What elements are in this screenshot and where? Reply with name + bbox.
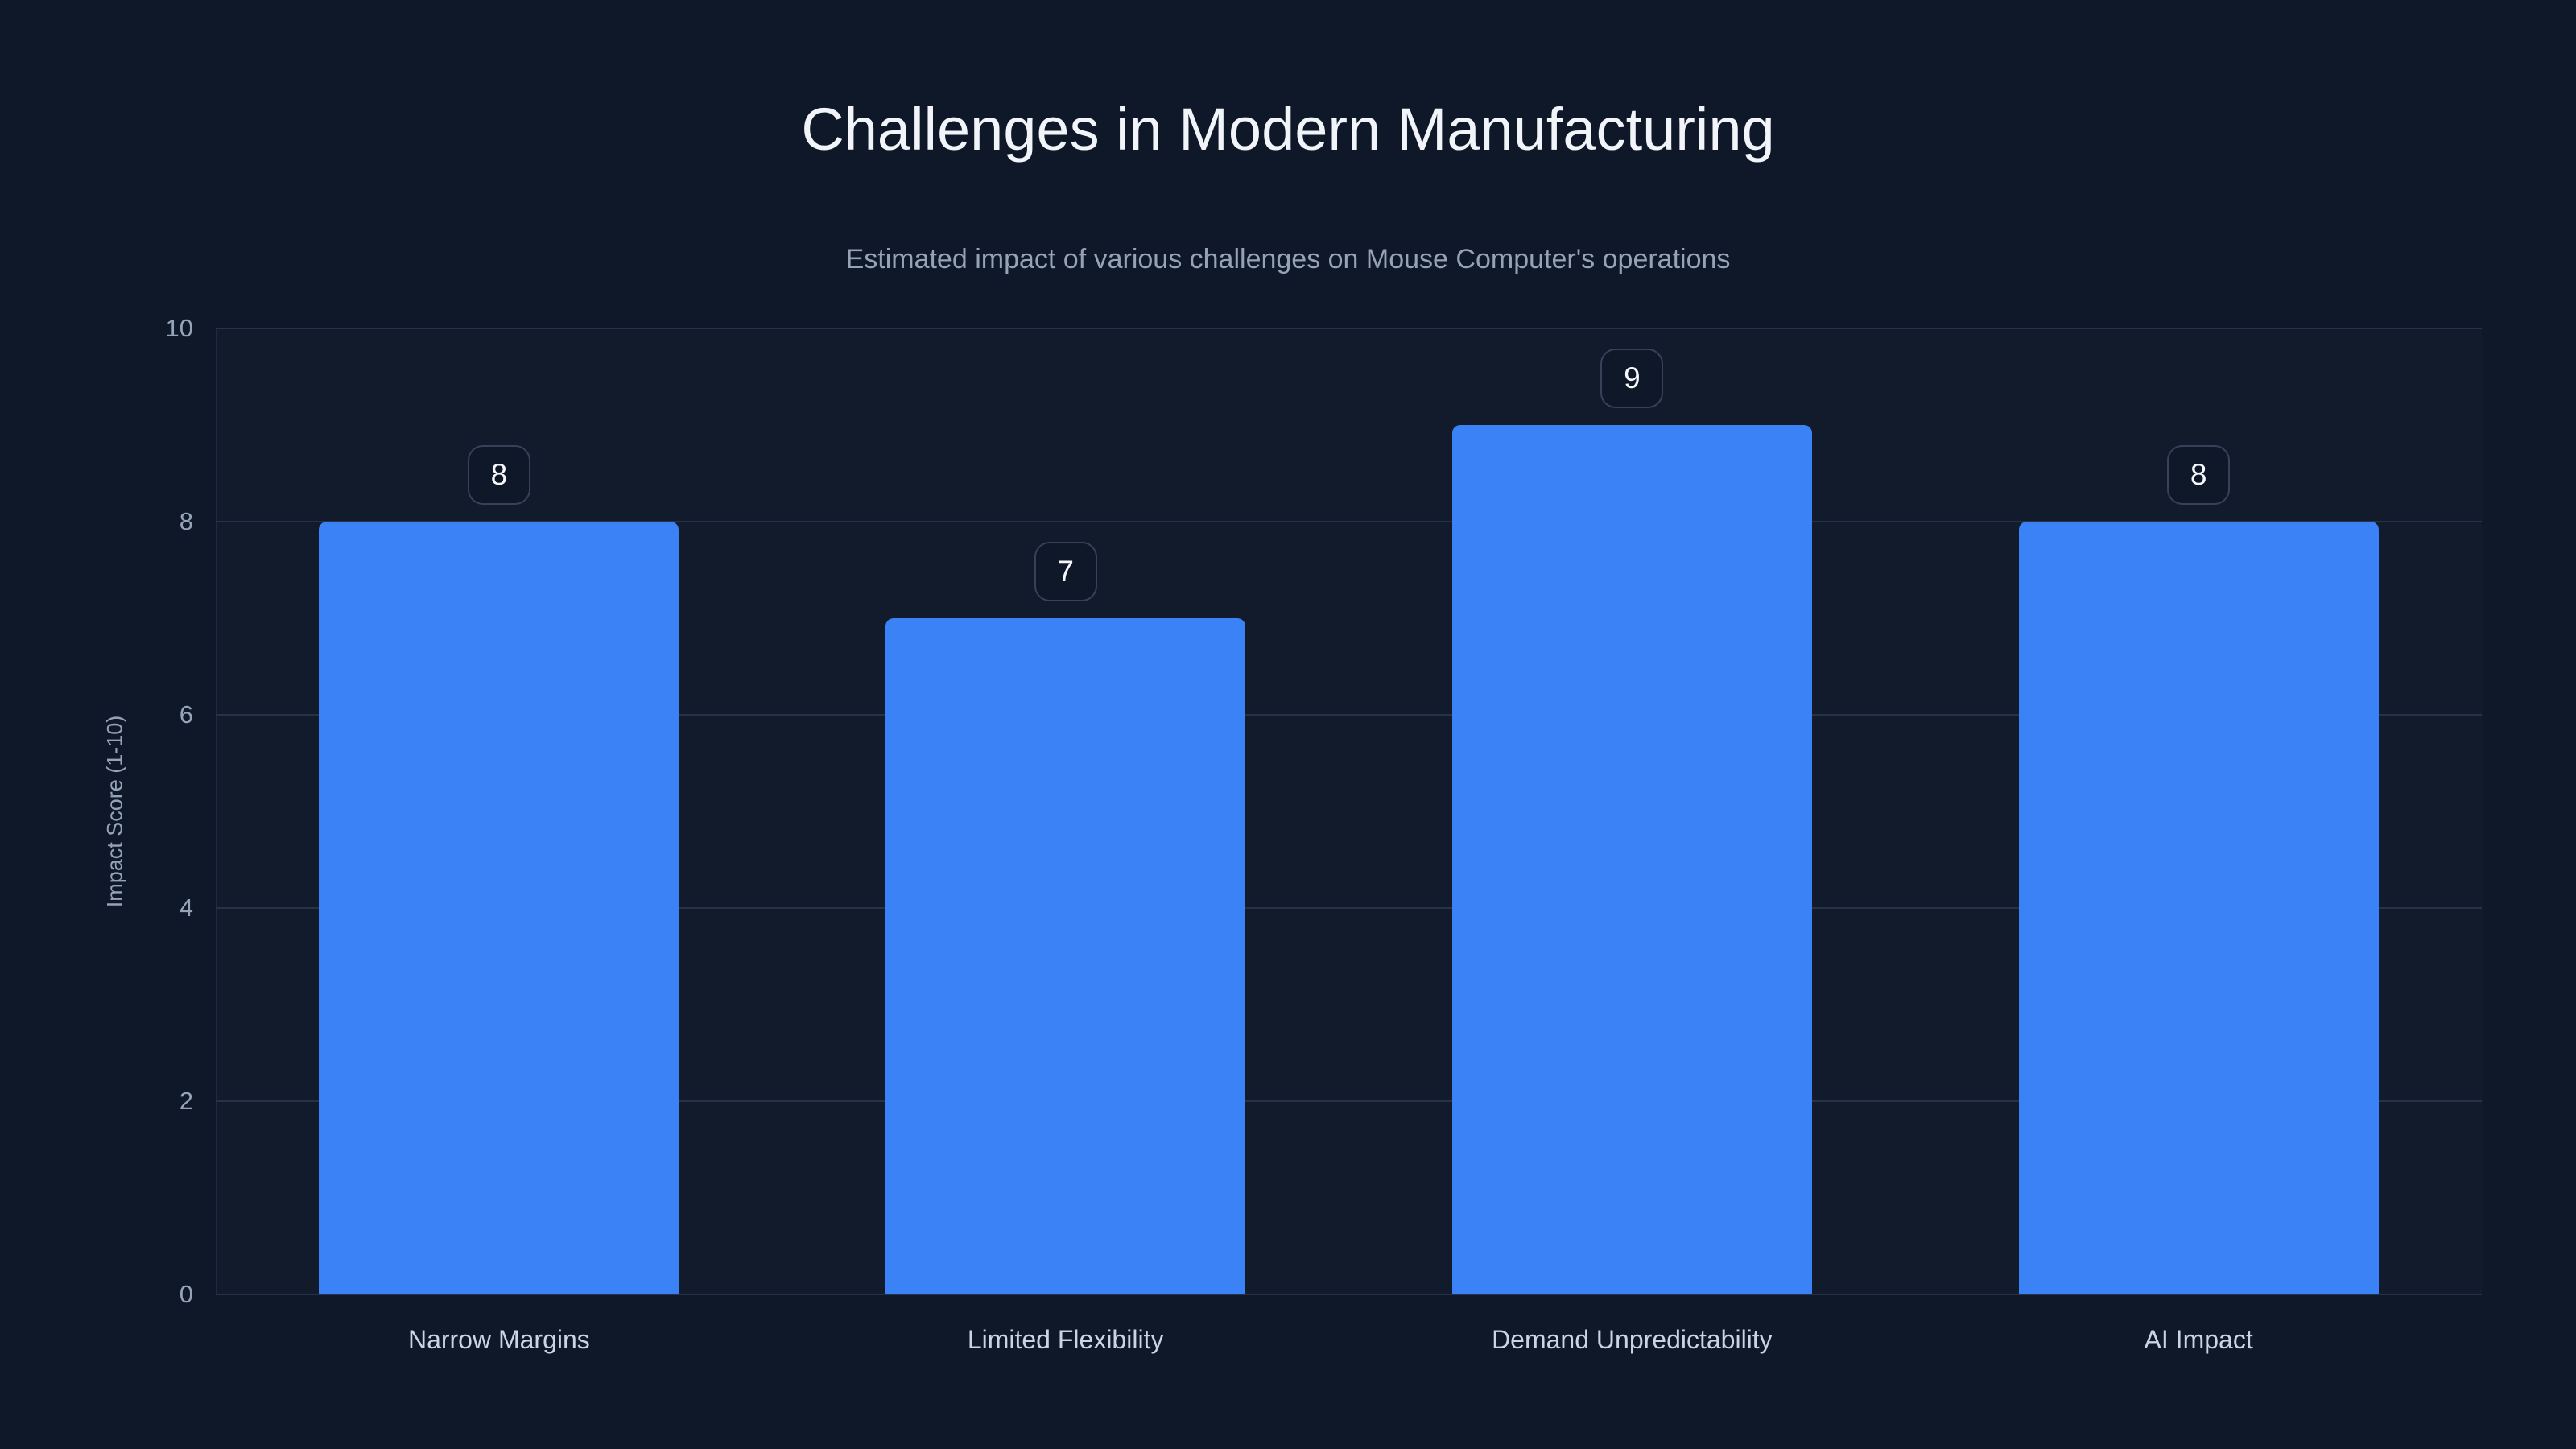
chart-subtitle: Estimated impact of various challenges o…	[845, 244, 1731, 275]
bar-ai-impact	[2018, 522, 2379, 1294]
plot-area: 0 2 4 6 8 10 8 Narrow Margins 7 Limited Flexibili…	[166, 314, 2482, 1354]
y-tick-label: 10	[165, 314, 193, 342]
value-label: 9	[1624, 361, 1641, 394]
value-badge: 8	[2167, 445, 2231, 505]
y-tick-label: 8	[179, 507, 193, 535]
y-tick-label: 2	[179, 1087, 193, 1115]
x-category-label: Narrow Margins	[407, 1325, 590, 1354]
value-label: 8	[2190, 458, 2207, 491]
bar-limited-flexibility	[886, 618, 1246, 1294]
value-label: 7	[1057, 555, 1074, 588]
x-category-label: Limited Flexibility	[967, 1325, 1164, 1354]
value-label: 8	[490, 458, 508, 491]
y-axis-line	[216, 328, 217, 1294]
y-tick-label: 6	[179, 700, 193, 729]
value-badge: 7	[1034, 542, 1097, 601]
value-badge: 8	[467, 445, 530, 505]
gridline-y-8	[216, 521, 2482, 522]
value-badge: 9	[1600, 349, 1664, 408]
y-axis-title: Impact Score (1-10)	[102, 715, 127, 908]
gridline-y-10	[216, 328, 2482, 329]
bar-narrow-margins	[319, 522, 679, 1294]
chart-title: Challenges in Modern Manufacturing	[801, 96, 1775, 163]
x-category-label: AI Impact	[2144, 1325, 2253, 1354]
y-tick-label: 0	[179, 1280, 193, 1308]
gridline-y-0	[216, 1294, 2482, 1295]
gridline-y-2	[216, 1100, 2482, 1102]
x-category-label: Demand Unpredictability	[1492, 1325, 1773, 1354]
bar-demand-unpredictability	[1451, 425, 1812, 1294]
gridline-y-4	[216, 907, 2482, 909]
y-tick-label: 4	[179, 894, 193, 922]
gridline-y-6	[216, 714, 2482, 716]
